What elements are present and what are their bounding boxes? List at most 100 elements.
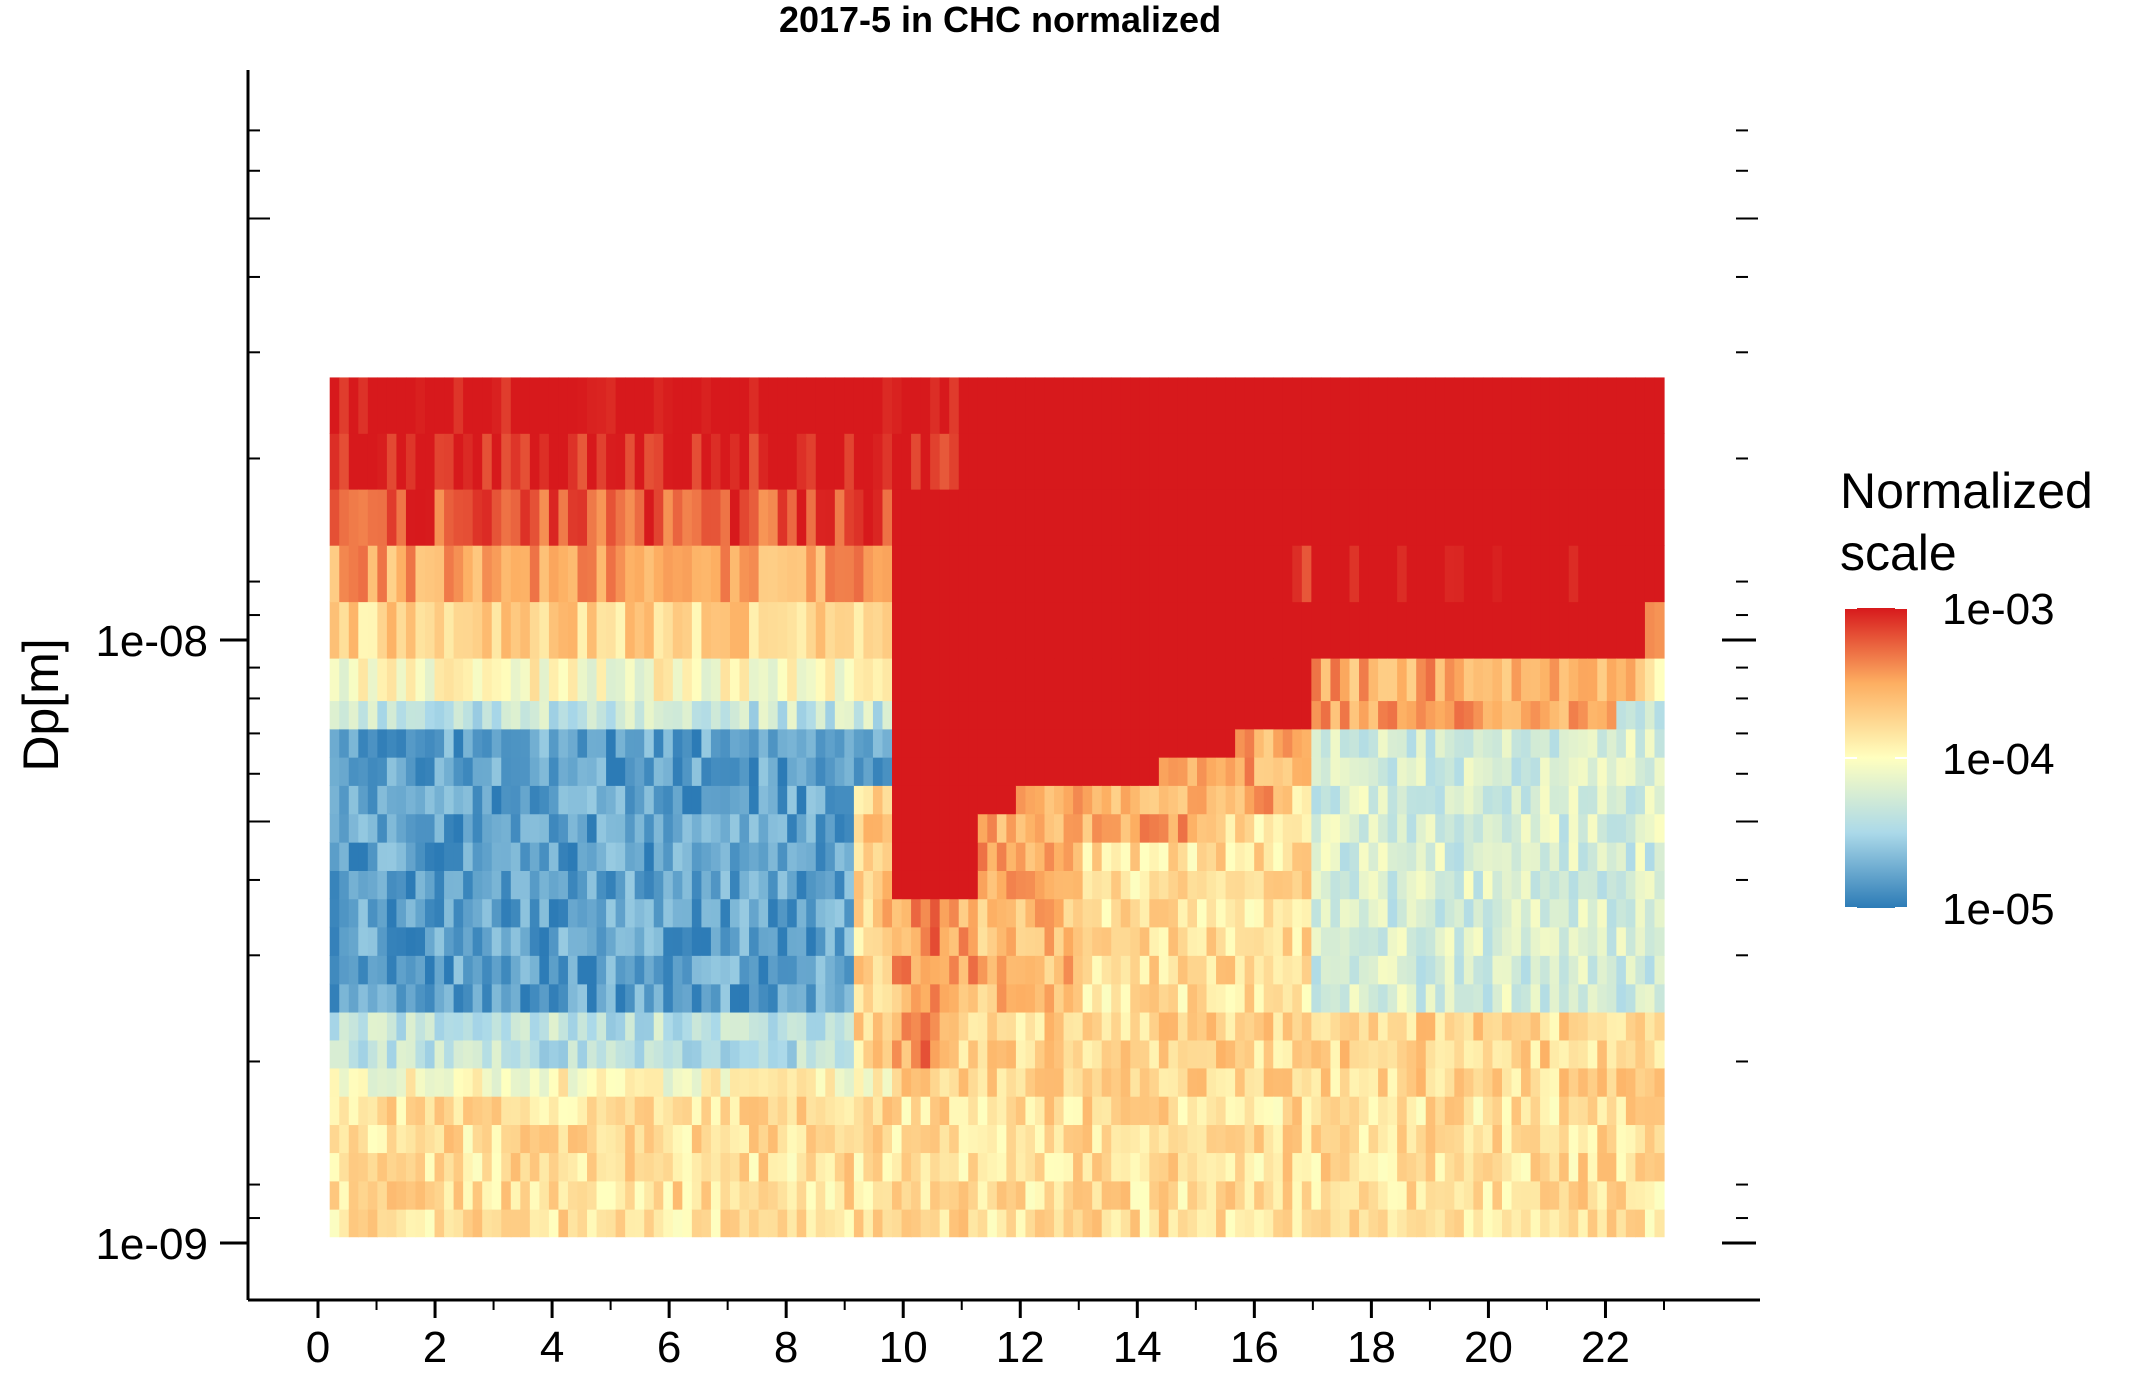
heatmap-cell <box>1616 870 1627 900</box>
heatmap-cell <box>1101 601 1112 659</box>
heatmap-cell <box>958 785 969 815</box>
y-tick-label: 1e-09 <box>95 1220 208 1269</box>
heatmap-cell <box>796 785 807 815</box>
heatmap-cell <box>939 898 950 928</box>
heatmap-cell <box>1597 842 1608 871</box>
heatmap-cell <box>1235 601 1246 659</box>
heatmap-cell <box>529 433 540 490</box>
heatmap-cell <box>606 545 617 603</box>
x-tick-label: 20 <box>1464 1323 1513 1372</box>
heatmap-cell <box>615 1124 626 1154</box>
heatmap-cell <box>1177 1152 1189 1182</box>
heatmap-cell <box>1101 1124 1112 1154</box>
heatmap-cell <box>1635 813 1646 843</box>
heatmap-cell <box>834 1011 845 1041</box>
heatmap-cell <box>1597 1096 1608 1126</box>
heatmap-cell <box>1511 1011 1522 1041</box>
heatmap-cell <box>1540 658 1551 702</box>
heatmap-cell <box>1501 1067 1513 1097</box>
heatmap-cell <box>863 377 874 434</box>
heatmap-cell <box>691 926 702 956</box>
heatmap-cell <box>625 658 636 702</box>
heatmap-cell <box>348 658 359 702</box>
heatmap-cell <box>1378 1209 1389 1238</box>
heatmap-cell <box>739 785 750 815</box>
heatmap-cell <box>853 813 865 843</box>
heatmap-cell <box>1444 870 1455 900</box>
heatmap-cell <box>1473 700 1484 730</box>
heatmap-cell <box>796 728 807 758</box>
heatmap-cell <box>596 926 607 956</box>
heatmap-cell <box>1463 545 1474 603</box>
heatmap-cell <box>1282 955 1293 985</box>
heatmap-cell <box>1101 433 1112 490</box>
heatmap-cell <box>930 1152 941 1182</box>
heatmap-cell <box>1349 1209 1360 1238</box>
heatmap-cell <box>1644 433 1656 490</box>
heatmap-cell <box>787 813 798 843</box>
heatmap-cell <box>901 1180 912 1210</box>
heatmap-cell <box>567 926 579 956</box>
heatmap-cell <box>1063 545 1074 603</box>
heatmap-cell <box>1177 1011 1189 1041</box>
heatmap-cell <box>1521 377 1532 434</box>
heatmap-cell <box>968 1180 979 1210</box>
heatmap-cell <box>1206 489 1217 546</box>
heatmap-cell <box>1082 1180 1093 1210</box>
heatmap-cell <box>472 1209 483 1238</box>
heatmap-cell <box>1644 785 1656 815</box>
heatmap-cell <box>1320 1209 1332 1238</box>
heatmap-cell <box>1406 433 1417 490</box>
heatmap-cell <box>1463 955 1474 985</box>
heatmap-cell <box>901 433 912 490</box>
heatmap-cell <box>577 545 588 603</box>
heatmap-cell <box>1482 728 1494 758</box>
heatmap-cell <box>1082 813 1093 843</box>
heatmap-cell <box>863 983 874 1013</box>
heatmap-cell <box>558 983 569 1013</box>
heatmap-cell <box>691 842 702 871</box>
heatmap-cell <box>367 489 378 546</box>
heatmap-cell <box>1311 870 1322 900</box>
heatmap-cell <box>1006 757 1017 786</box>
heatmap-cell <box>758 1209 769 1238</box>
heatmap-cell <box>1511 1096 1522 1126</box>
heatmap-cell <box>491 433 502 490</box>
heatmap-cell <box>348 1152 359 1182</box>
heatmap-cell <box>358 1039 369 1069</box>
heatmap-cell <box>1368 1209 1379 1238</box>
heatmap-cell <box>329 813 340 843</box>
heatmap-cell <box>1282 1067 1293 1097</box>
heatmap-cell <box>930 1180 941 1210</box>
heatmap-cell <box>1406 813 1417 843</box>
heatmap-cell <box>482 926 493 956</box>
heatmap-cell <box>377 813 388 843</box>
heatmap-cell <box>1482 1067 1494 1097</box>
heatmap-cell <box>806 813 817 843</box>
heatmap-cell <box>1044 983 1055 1013</box>
heatmap-cell <box>1397 1209 1408 1238</box>
heatmap-cell <box>1635 1180 1646 1210</box>
x-tick-label: 6 <box>657 1323 681 1372</box>
heatmap-cell <box>1378 601 1389 659</box>
heatmap-cell <box>901 728 912 758</box>
heatmap-cell <box>729 870 741 900</box>
heatmap-cell <box>1311 1124 1322 1154</box>
heatmap-cell <box>434 1067 445 1097</box>
heatmap-cell <box>539 545 550 603</box>
heatmap-cell <box>1101 1209 1112 1238</box>
heatmap-cell <box>1435 658 1446 702</box>
heatmap-cell <box>1206 926 1217 956</box>
heatmap-cell <box>720 785 731 815</box>
heatmap-cell <box>1092 898 1103 928</box>
heatmap-cell <box>472 926 483 956</box>
heatmap-cell <box>1492 1152 1503 1182</box>
heatmap-cell <box>415 377 426 434</box>
heatmap-cell <box>1006 785 1017 815</box>
heatmap-cell <box>796 700 807 730</box>
heatmap-cell <box>1597 658 1608 702</box>
heatmap-cell <box>863 700 874 730</box>
heatmap-cell <box>1044 728 1055 758</box>
heatmap-cell <box>672 377 683 434</box>
